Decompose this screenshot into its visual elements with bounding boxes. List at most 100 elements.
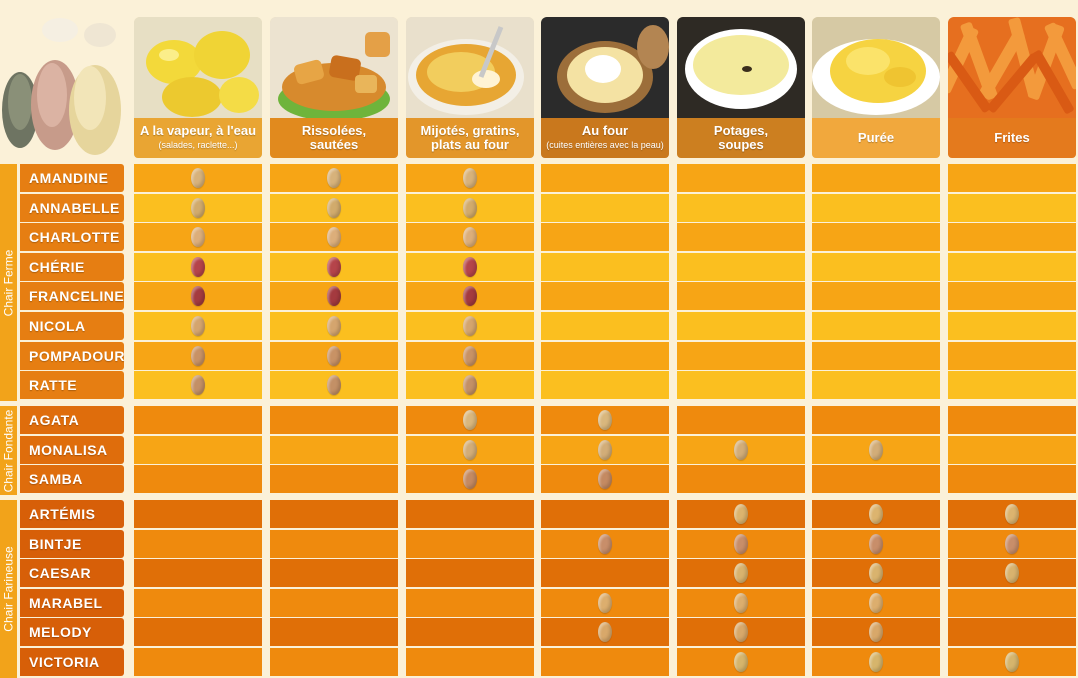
usage-cell-puree [812, 312, 940, 340]
usage-cell-frites [948, 194, 1076, 222]
usage-cell-gratins [406, 371, 534, 399]
usage-cell-four [541, 253, 669, 281]
usage-cell-puree [812, 436, 940, 464]
potato-illustration [0, 10, 125, 155]
usage-cell-potages [677, 589, 805, 617]
column-header-rissolees: Rissolées, sautées [270, 17, 398, 158]
usage-cell-potages [677, 648, 805, 676]
usage-cell-puree [812, 253, 940, 281]
potato-icon [327, 346, 341, 366]
baked-potato-photo [541, 17, 669, 119]
usage-cell-potages [677, 253, 805, 281]
usage-cell-gratins [406, 530, 534, 558]
column-title-line2: sautées [309, 137, 359, 152]
potato-icon [734, 593, 748, 613]
potato-icon [463, 469, 477, 489]
potato-icon [734, 563, 748, 583]
usage-cell-potages [677, 436, 805, 464]
potato-icon [191, 316, 205, 336]
usage-cell-four [541, 465, 669, 493]
potato-icon [327, 257, 341, 277]
usage-cell-rissolees [270, 253, 398, 281]
usage-cell-vapeur [134, 465, 262, 493]
potato-icon [191, 286, 205, 306]
potato-icon [598, 440, 612, 460]
usage-cell-potages [677, 223, 805, 251]
potato-icon [327, 198, 341, 218]
usage-cell-puree [812, 648, 940, 676]
usage-cell-frites [948, 589, 1076, 617]
usage-cell-puree [812, 194, 940, 222]
potato-icon [598, 593, 612, 613]
usage-cell-gratins [406, 223, 534, 251]
group-label-text: Chair Fondante [1, 409, 16, 492]
potato-icon [463, 198, 477, 218]
usage-cell-vapeur [134, 312, 262, 340]
column-title: Purée [857, 130, 895, 145]
usage-cell-frites [948, 223, 1076, 251]
usage-cell-rissolees [270, 194, 398, 222]
usage-cell-gratins [406, 194, 534, 222]
potato-icon [869, 563, 883, 583]
usage-cell-vapeur [134, 618, 262, 646]
usage-cell-frites [948, 648, 1076, 676]
potato-icon [191, 375, 205, 395]
column-title-line2: soupes [718, 137, 764, 152]
variety-name: CAESAR [20, 559, 124, 587]
usage-cell-rissolees [270, 559, 398, 587]
column-header-frites: Frites [948, 17, 1076, 158]
column-title: Rissolées, [301, 123, 367, 138]
column-header-vapeur: A la vapeur, à l'eau (salades, raclette..… [134, 17, 262, 158]
potato-icon [463, 168, 477, 188]
usage-cell-four [541, 342, 669, 370]
usage-cell-vapeur [134, 164, 262, 192]
potato-icon [1005, 563, 1019, 583]
usage-cell-potages [677, 342, 805, 370]
usage-cell-puree [812, 465, 940, 493]
usage-cell-rissolees [270, 312, 398, 340]
usage-cell-four [541, 312, 669, 340]
variety-name: NICOLA [20, 312, 124, 340]
usage-cell-vapeur [134, 194, 262, 222]
usage-cell-potages [677, 164, 805, 192]
usage-cell-potages [677, 282, 805, 310]
usage-cell-puree [812, 530, 940, 558]
potato-icon [327, 168, 341, 188]
usage-cell-vapeur [134, 648, 262, 676]
variety-name: RATTE [20, 371, 124, 399]
usage-cell-frites [948, 530, 1076, 558]
potato-icon [191, 198, 205, 218]
potato-icon [598, 410, 612, 430]
usage-cell-gratins [406, 589, 534, 617]
usage-cell-potages [677, 530, 805, 558]
potato-icon [1005, 534, 1019, 554]
potato-icon [869, 504, 883, 524]
usage-cell-four [541, 164, 669, 192]
usage-cell-puree [812, 223, 940, 251]
usage-cell-puree [812, 342, 940, 370]
usage-cell-frites [948, 500, 1076, 528]
group-label: Chair Fondante [0, 406, 17, 495]
group-label-text: Chair Ferme [1, 249, 16, 316]
potato-icon [734, 534, 748, 554]
potato-icon [463, 346, 477, 366]
variety-name: AMANDINE [20, 164, 124, 192]
usage-cell-puree [812, 371, 940, 399]
potato-icon [327, 375, 341, 395]
usage-cell-frites [948, 406, 1076, 434]
usage-cell-rissolees [270, 589, 398, 617]
sauteed-potatoes-photo [270, 17, 398, 121]
potato-icon [191, 168, 205, 188]
usage-cell-puree [812, 589, 940, 617]
usage-cell-rissolees [270, 436, 398, 464]
usage-cell-vapeur [134, 406, 262, 434]
usage-cell-four [541, 194, 669, 222]
potato-icon [1005, 652, 1019, 672]
potato-icon [734, 504, 748, 524]
usage-cell-four [541, 436, 669, 464]
variety-name: ARTÉMIS [20, 500, 124, 528]
usage-cell-potages [677, 465, 805, 493]
potato-icon [598, 534, 612, 554]
usage-cell-gratins [406, 406, 534, 434]
variety-name: CHÉRIE [20, 253, 124, 281]
